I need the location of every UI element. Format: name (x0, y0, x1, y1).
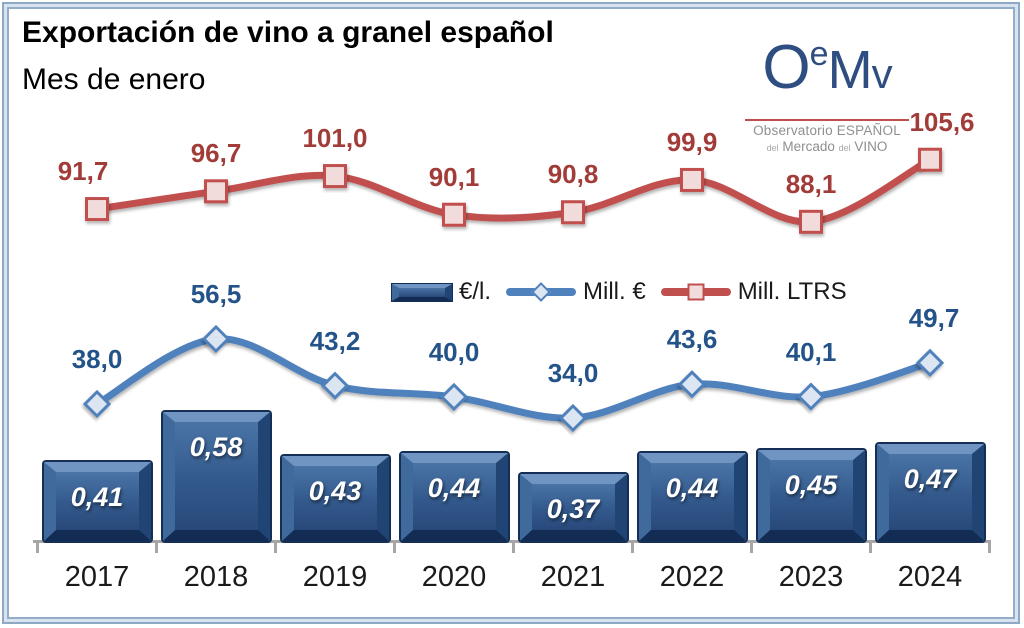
x-axis-tick (274, 540, 277, 553)
bar-value-label: 0,45 (784, 470, 838, 501)
x-axis-tick (512, 540, 515, 553)
x-axis-label-2019: 2019 (302, 561, 368, 593)
x-axis-tick (36, 540, 39, 553)
bar-value-label: 0,41 (70, 481, 124, 512)
x-axis-label-2017: 2017 (64, 561, 130, 593)
logo-word-del2: del (838, 143, 851, 153)
chart-subtitle: Mes de enero (22, 63, 206, 96)
x-axis-label-2024: 2024 (897, 561, 963, 593)
legend-label-mill-eur: Mill. € (583, 278, 646, 305)
red-line-swatch-icon (660, 283, 731, 301)
x-axis-tick (631, 540, 634, 553)
mill-eur-marker-2021 (558, 403, 588, 433)
bar-2020: 0,44 (400, 453, 508, 541)
mill-ltrs-marker-2021 (561, 200, 585, 225)
bar-2017: 0,41 (43, 461, 151, 541)
square-marker-icon (687, 283, 705, 301)
mill-ltrs-marker-2020 (442, 202, 466, 227)
x-axis-label-2023: 2023 (778, 561, 844, 593)
bar-2018: 0,58 (162, 411, 270, 541)
mill-eur-value-label: 34,0 (547, 358, 599, 389)
bar-value-label: 0,43 (308, 476, 362, 507)
logo-word-vino: VINO (854, 139, 888, 154)
mill-eur-marker-2020 (439, 382, 469, 412)
mill-ltrs-value-label: 105,6 (909, 106, 975, 137)
mill-eur-value-label: 49,7 (908, 302, 960, 333)
x-axis-tick (155, 540, 158, 553)
legend-label-mill-ltrs: Mill. LTRS (737, 278, 847, 305)
mill-ltrs-value-label: 91,7 (57, 156, 109, 187)
mill-ltrs-marker-2018 (204, 179, 228, 204)
logo-subtitle-line2: del Mercado del VINO (737, 139, 917, 154)
mill-ltrs-value-label: 88,1 (785, 168, 837, 199)
mill-eur-value-label: 38,0 (71, 343, 123, 374)
bar-value-label: 0,37 (546, 493, 600, 524)
mill-ltrs-marker-2023 (799, 209, 823, 234)
blue-line-swatch-icon (506, 282, 577, 302)
chart-legend: €/l. Mill. € Mill. LTRS (392, 278, 847, 306)
mill-ltrs-value-label: 90,8 (547, 159, 599, 190)
bar-value-label: 0,44 (427, 473, 481, 504)
logo-letter-o: O (762, 33, 810, 102)
bar-2021: 0,37 (519, 473, 627, 541)
mill-eur-marker-2019 (320, 371, 350, 400)
mill-ltrs-marker-2024 (918, 147, 942, 172)
mill-ltrs-marker-2019 (323, 164, 347, 189)
bar-value-label: 0,58 (189, 431, 243, 462)
x-axis-tick (750, 540, 753, 553)
bar-series-swatch-icon (392, 283, 452, 301)
bar-value-label: 0,47 (903, 464, 957, 495)
bar-2023: 0,45 (757, 450, 865, 541)
mill-eur-marker-2022 (677, 370, 707, 399)
chart-title: Exportación de vino a granel español (22, 16, 554, 49)
legend-item-mill-ltrs: Mill. LTRS (660, 278, 847, 306)
logo-word-mercado: Mercado (782, 139, 835, 154)
bar-value-label: 0,44 (665, 473, 719, 504)
logo-subtitle-line1: Observatorio ESPAÑOL (753, 123, 901, 138)
mill-eur-marker-2023 (796, 382, 826, 411)
x-axis-tick (988, 540, 991, 553)
logo-word-del1: del (766, 143, 779, 153)
bar-2022: 0,44 (638, 453, 746, 541)
oemv-wordmark: OeMv (737, 20, 917, 118)
x-axis-tick (393, 540, 396, 553)
bar-2024: 0,47 (876, 444, 984, 541)
x-axis-tick (869, 540, 872, 553)
diamond-marker-icon (531, 282, 551, 302)
mill-ltrs-marker-2017 (85, 197, 109, 222)
legend-item-mill-eur: Mill. € (506, 278, 646, 306)
mill-ltrs-marker-2022 (680, 167, 704, 192)
x-axis-label-2020: 2020 (421, 561, 487, 593)
logo-letter-e: e (809, 35, 829, 73)
mill-eur-marker-2018 (201, 324, 231, 354)
x-axis-label-2021: 2021 (540, 561, 606, 593)
mill-eur-value-label: 56,5 (190, 278, 242, 309)
logo-letter-v: v (871, 50, 893, 97)
bar-2019: 0,43 (281, 456, 389, 541)
logo-red-divider (745, 119, 909, 121)
mill-eur-value-label: 40,1 (785, 336, 837, 367)
legend-label-eur-per-liter: €/l. (459, 278, 492, 305)
x-axis-label-2022: 2022 (659, 561, 725, 593)
logo-letter-m: M (827, 40, 873, 100)
oemv-logo: OeMv Observatorio ESPAÑOL del Mercado de… (737, 20, 917, 154)
mill-ltrs-value-label: 101,0 (302, 123, 368, 154)
legend-item-eur-per-liter: €/l. (392, 278, 491, 306)
x-axis-label-2018: 2018 (183, 561, 249, 593)
mill-ltrs-value-label: 99,9 (666, 126, 718, 157)
mill-eur-marker-2024 (915, 348, 945, 377)
mill-eur-marker-2017 (82, 389, 112, 419)
